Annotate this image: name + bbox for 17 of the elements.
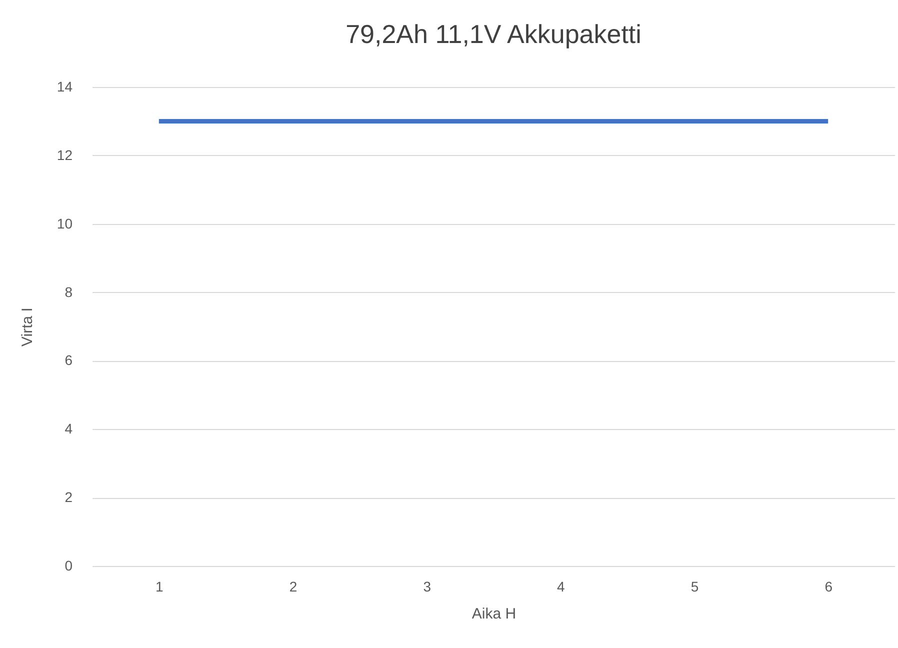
- chart-title: 79,2Ah 11,1V Akkupaketti: [346, 19, 642, 49]
- y-tick-label: 14: [56, 78, 73, 94]
- x-tick-label: 6: [824, 578, 833, 594]
- y-tick-label: 6: [64, 352, 73, 368]
- x-tick-label: 5: [690, 578, 699, 594]
- x-tick-label: 1: [156, 578, 164, 594]
- y-tick-label: 4: [64, 420, 73, 437]
- x-tick-label: 4: [557, 578, 566, 594]
- y-tick-label: 2: [64, 489, 73, 506]
- y-tick-label: 10: [56, 215, 73, 232]
- y-tick-label: 0: [64, 558, 73, 574]
- y-tick-label: 12: [56, 146, 73, 163]
- x-axis-title: Aika H: [472, 606, 516, 622]
- y-axis-title: Virta I: [18, 308, 36, 346]
- x-tick-label: 2: [289, 578, 298, 594]
- x-tick-label: 3: [423, 578, 432, 594]
- y-tick-label: 8: [64, 284, 73, 300]
